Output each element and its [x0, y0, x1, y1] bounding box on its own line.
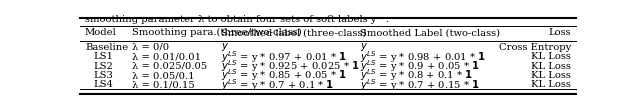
Text: $\mathit{y}^{LS}$ = y * 0.98 + 0.01 * $\mathbf{1}$: $\mathit{y}^{LS}$ = y * 0.98 + 0.01 * $\… [360, 49, 486, 65]
Text: Smoothing para.(three/two-class): Smoothing para.(three/two-class) [132, 28, 302, 37]
Text: Cross Entropy: Cross Entropy [499, 43, 571, 52]
Text: $\mathit{y}^{LS}$ = y * 0.8 + 0.1 * $\mathbf{1}$: $\mathit{y}^{LS}$ = y * 0.8 + 0.1 * $\ma… [360, 68, 473, 83]
Text: LS4: LS4 [94, 80, 114, 89]
Text: KL Loss: KL Loss [531, 62, 571, 71]
Text: LS2: LS2 [94, 62, 114, 71]
Text: $\mathit{y}^{LS}$ = y * 0.85 + 0.05 * $\mathbf{1}$: $\mathit{y}^{LS}$ = y * 0.85 + 0.05 * $\… [221, 68, 347, 83]
Text: $\mathit{y}$: $\mathit{y}$ [360, 41, 369, 53]
Text: smoothing parameter λ to obtain four sets of soft labels y   .: smoothing parameter λ to obtain four set… [85, 15, 389, 24]
Text: Loss: Loss [548, 28, 571, 37]
Text: λ = 0.025/0.05: λ = 0.025/0.05 [132, 62, 207, 71]
Text: $\mathit{y}^{LS}$ = y * 0.7 + 0.15 * $\mathbf{1}$: $\mathit{y}^{LS}$ = y * 0.7 + 0.15 * $\m… [360, 77, 480, 93]
Text: λ = 0.05/0.1: λ = 0.05/0.1 [132, 71, 195, 80]
Text: KL Loss: KL Loss [531, 71, 571, 80]
Text: $\mathit{y}^{LS}$ = y * 0.9 + 0.05 * $\mathbf{1}$: $\mathit{y}^{LS}$ = y * 0.9 + 0.05 * $\m… [360, 58, 480, 74]
Text: λ = 0.01/0.01: λ = 0.01/0.01 [132, 52, 201, 61]
Text: Baseline: Baseline [85, 43, 128, 52]
Text: $\mathit{y}^{LS}$ = y * 0.7 + 0.1 * $\mathbf{1}$: $\mathit{y}^{LS}$ = y * 0.7 + 0.1 * $\ma… [221, 77, 335, 93]
Text: λ = 0.1/0.15: λ = 0.1/0.15 [132, 80, 195, 89]
Text: $\mathit{y}$: $\mathit{y}$ [221, 41, 230, 53]
Text: λ = 0/0: λ = 0/0 [132, 43, 169, 52]
Text: LS1: LS1 [94, 52, 114, 61]
Text: Model: Model [85, 28, 116, 37]
Text: Smoothed Label (two-class): Smoothed Label (two-class) [360, 28, 500, 37]
Text: LS3: LS3 [94, 71, 114, 80]
Text: KL Loss: KL Loss [531, 80, 571, 89]
Text: $\mathit{y}^{LS}$ = y * 0.97 + 0.01 * $\mathbf{1}$: $\mathit{y}^{LS}$ = y * 0.97 + 0.01 * $\… [221, 49, 348, 65]
Text: KL Loss: KL Loss [531, 52, 571, 61]
Text: $\mathit{y}^{LS}$ = y * 0.925 + 0.025 * $\mathbf{1}$: $\mathit{y}^{LS}$ = y * 0.925 + 0.025 * … [221, 58, 360, 74]
Text: Smoothed label (three-class): Smoothed label (three-class) [221, 28, 367, 37]
